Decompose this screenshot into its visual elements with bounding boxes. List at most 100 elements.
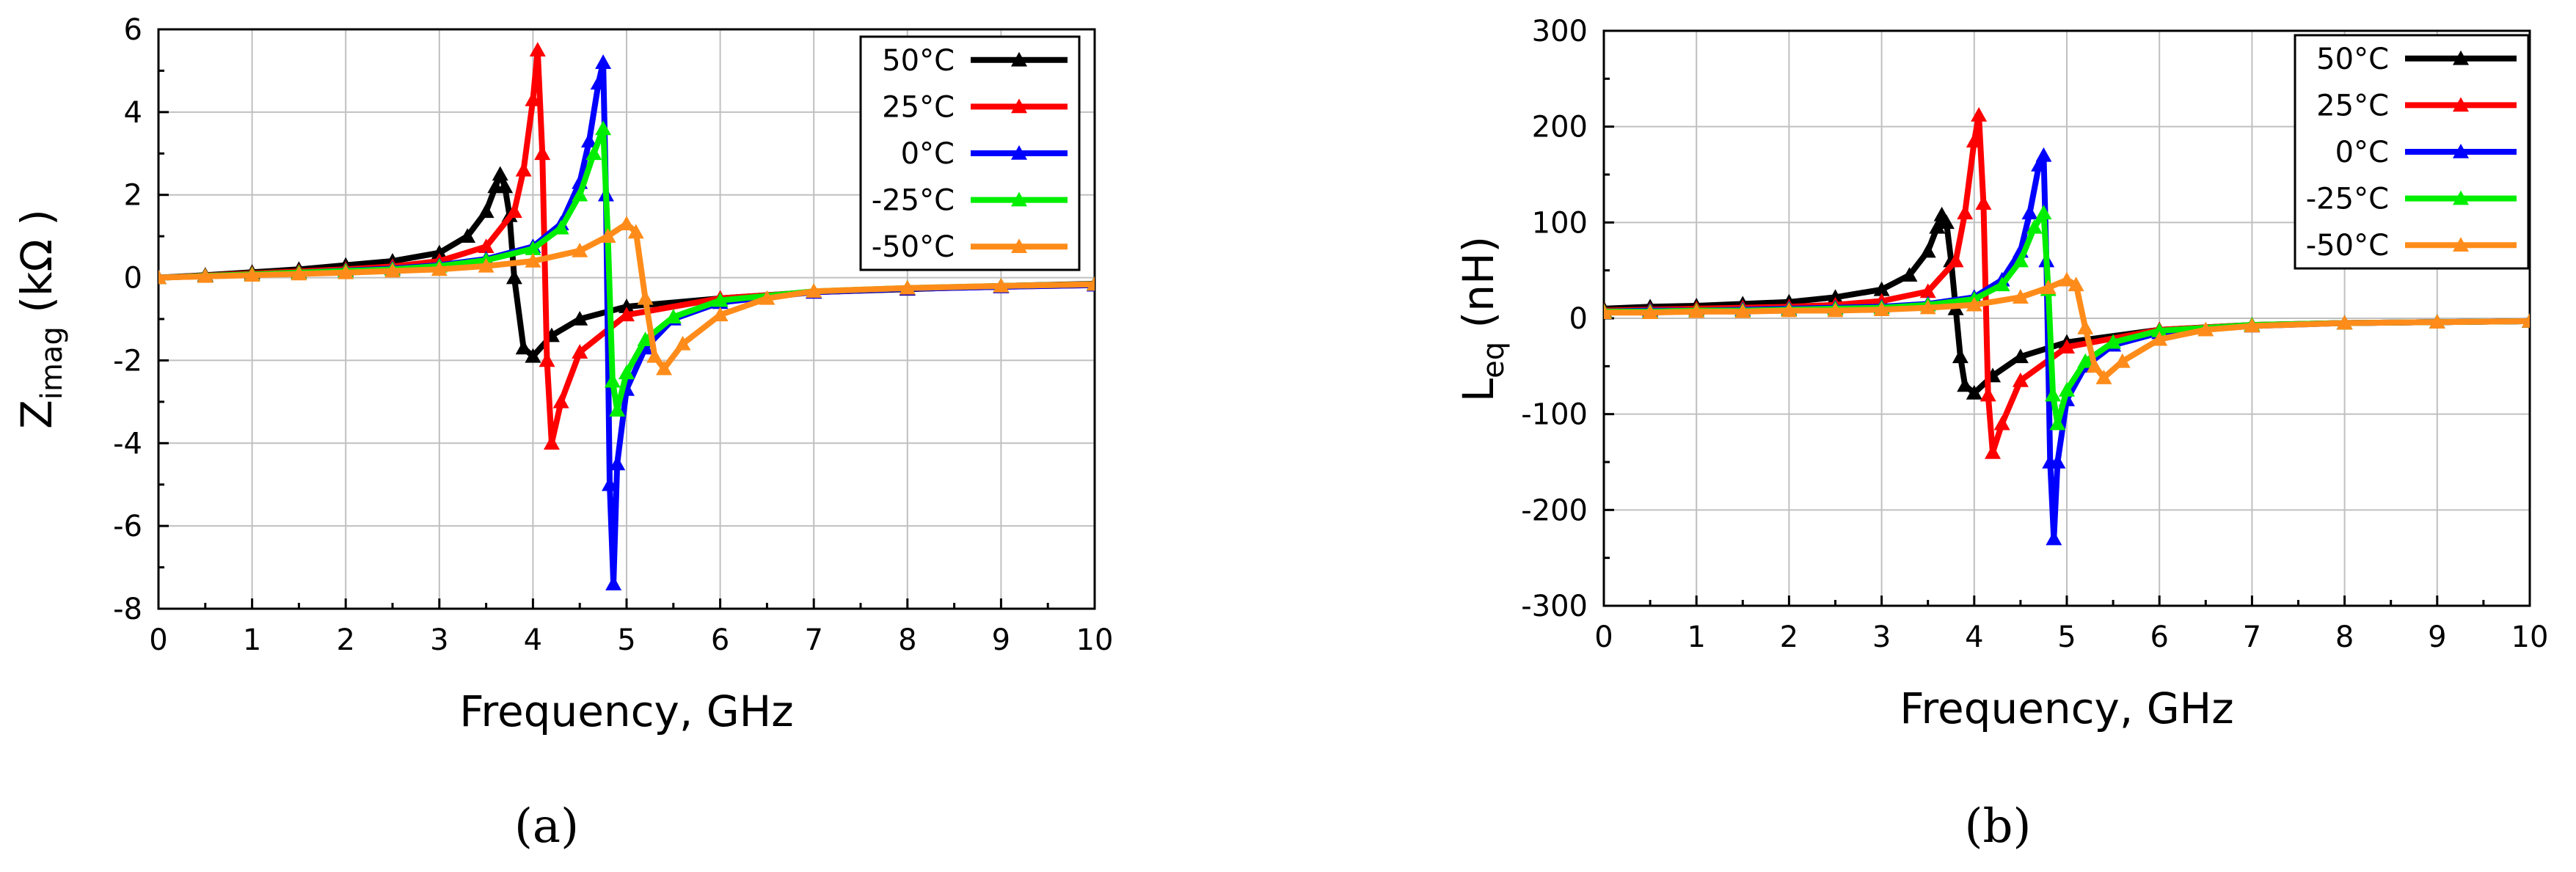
data-point-marker (1957, 205, 1974, 220)
y-axis-title: Zimag (kΩ ) (12, 209, 69, 429)
data-point-marker (539, 352, 555, 367)
data-point-marker (2151, 322, 2168, 337)
legend-item: -25°C (872, 184, 1068, 218)
data-point-marker (806, 283, 822, 298)
axis-ticks (1602, 29, 2531, 607)
data-point-marker (431, 244, 448, 260)
y-tick-label: 0 (124, 262, 142, 296)
data-point-marker (158, 269, 167, 285)
data-point-marker (1873, 301, 1890, 317)
panel-label-b: (b) (1965, 799, 2032, 854)
legend-item: -25°C (2306, 183, 2517, 216)
data-point-marker (605, 576, 622, 590)
legend: 50°C 25°C 0°C -25°C -50°C (859, 35, 1081, 271)
data-point-marker (2114, 353, 2131, 368)
data-point-marker (2077, 353, 2094, 368)
legend-label: 25°C (882, 90, 955, 124)
legend-marker (2453, 237, 2469, 252)
legend-label: -25°C (2306, 183, 2389, 216)
data-point-marker (580, 133, 597, 148)
legend-item: -50°C (2306, 229, 2517, 263)
data-point-marker (506, 269, 522, 285)
legend-label: -25°C (872, 184, 955, 218)
legend-marker (1011, 238, 1027, 253)
data-point-marker (2031, 156, 2048, 172)
data-point-marker (599, 228, 616, 243)
x-tick-label: 1 (243, 623, 261, 657)
data-point-marker (1947, 252, 1964, 268)
data-point-marker (609, 402, 626, 417)
data-point-marker (2012, 372, 2029, 387)
data-point-marker (595, 54, 612, 69)
data-point-marker (525, 91, 541, 106)
data-point-marker (529, 42, 546, 57)
data-point-marker (1966, 133, 1982, 148)
x-tick-label: 6 (711, 623, 729, 657)
data-point-marker (525, 253, 541, 268)
data-point-marker (604, 373, 621, 388)
x-tick-label: 8 (898, 623, 916, 657)
data-point-marker (2012, 289, 2029, 304)
data-point-marker (619, 216, 635, 231)
data-point-marker (1919, 299, 1936, 315)
series-group (158, 42, 1095, 590)
data-point-marker (899, 279, 916, 295)
data-point-marker (478, 238, 495, 254)
data-point-marker (572, 344, 588, 359)
legend-item: -50°C (872, 230, 1068, 264)
legend-marker (2453, 50, 2469, 65)
data-point-marker (1873, 281, 1890, 296)
legend-marker (2453, 190, 2469, 205)
legend-item: 50°C (882, 44, 1068, 78)
y-axis-title: Leq (nH) (1453, 236, 1511, 402)
data-point-marker (1604, 304, 1612, 319)
legend-label: 0°C (901, 137, 955, 171)
legend: 50°C 25°C 0°C -25°C -50°C (2294, 34, 2530, 270)
y-tick-label: 6 (124, 13, 142, 47)
data-point-marker (637, 331, 654, 347)
x-tick-label: 4 (524, 623, 542, 657)
legend-label: 25°C (2316, 89, 2389, 122)
legend-marker (1011, 191, 1027, 207)
data-point-marker (492, 166, 508, 181)
data-point-marker (619, 307, 635, 322)
data-point-marker (1938, 214, 1955, 230)
data-point-marker (459, 228, 476, 243)
data-point-marker (2059, 339, 2075, 353)
y-tick-label: -6 (113, 510, 142, 543)
data-point-marker (2035, 147, 2052, 162)
data-point-marker (1688, 303, 1705, 318)
y-axis-title-main: L (1453, 378, 1503, 402)
data-point-marker (525, 241, 541, 255)
data-point-marker (1734, 303, 1751, 318)
data-point-marker (244, 267, 260, 282)
data-point-marker (2040, 279, 2057, 294)
data-point-marker (665, 309, 682, 323)
data-point-marker (1971, 106, 1988, 122)
data-point-marker (1087, 276, 1095, 291)
data-point-marker (1993, 415, 2010, 430)
data-point-marker (515, 161, 532, 177)
series--50 (158, 216, 1095, 375)
data-point-marker (656, 360, 673, 375)
data-point-marker (497, 178, 514, 194)
data-point-marker (2105, 334, 2122, 349)
data-point-marker (525, 348, 541, 363)
data-point-marker (2059, 271, 2075, 287)
legend-item: 0°C (2335, 136, 2517, 169)
data-point-marker (543, 435, 560, 450)
data-point-marker (1980, 386, 1996, 402)
x-tick-label: 2 (336, 623, 354, 657)
legend-marker (2453, 144, 2469, 158)
data-point-marker (572, 311, 588, 326)
x-tick-label: 0 (1594, 620, 1613, 654)
legend-marker (1011, 51, 1027, 67)
y-tick-label: 2 (124, 179, 142, 213)
x-tick-label: 4 (1965, 620, 1983, 654)
data-point-marker (478, 257, 495, 273)
data-point-marker (572, 242, 588, 257)
data-point-marker (291, 265, 307, 281)
data-point-marker (2021, 205, 2038, 220)
data-point-marker (2026, 219, 2043, 234)
